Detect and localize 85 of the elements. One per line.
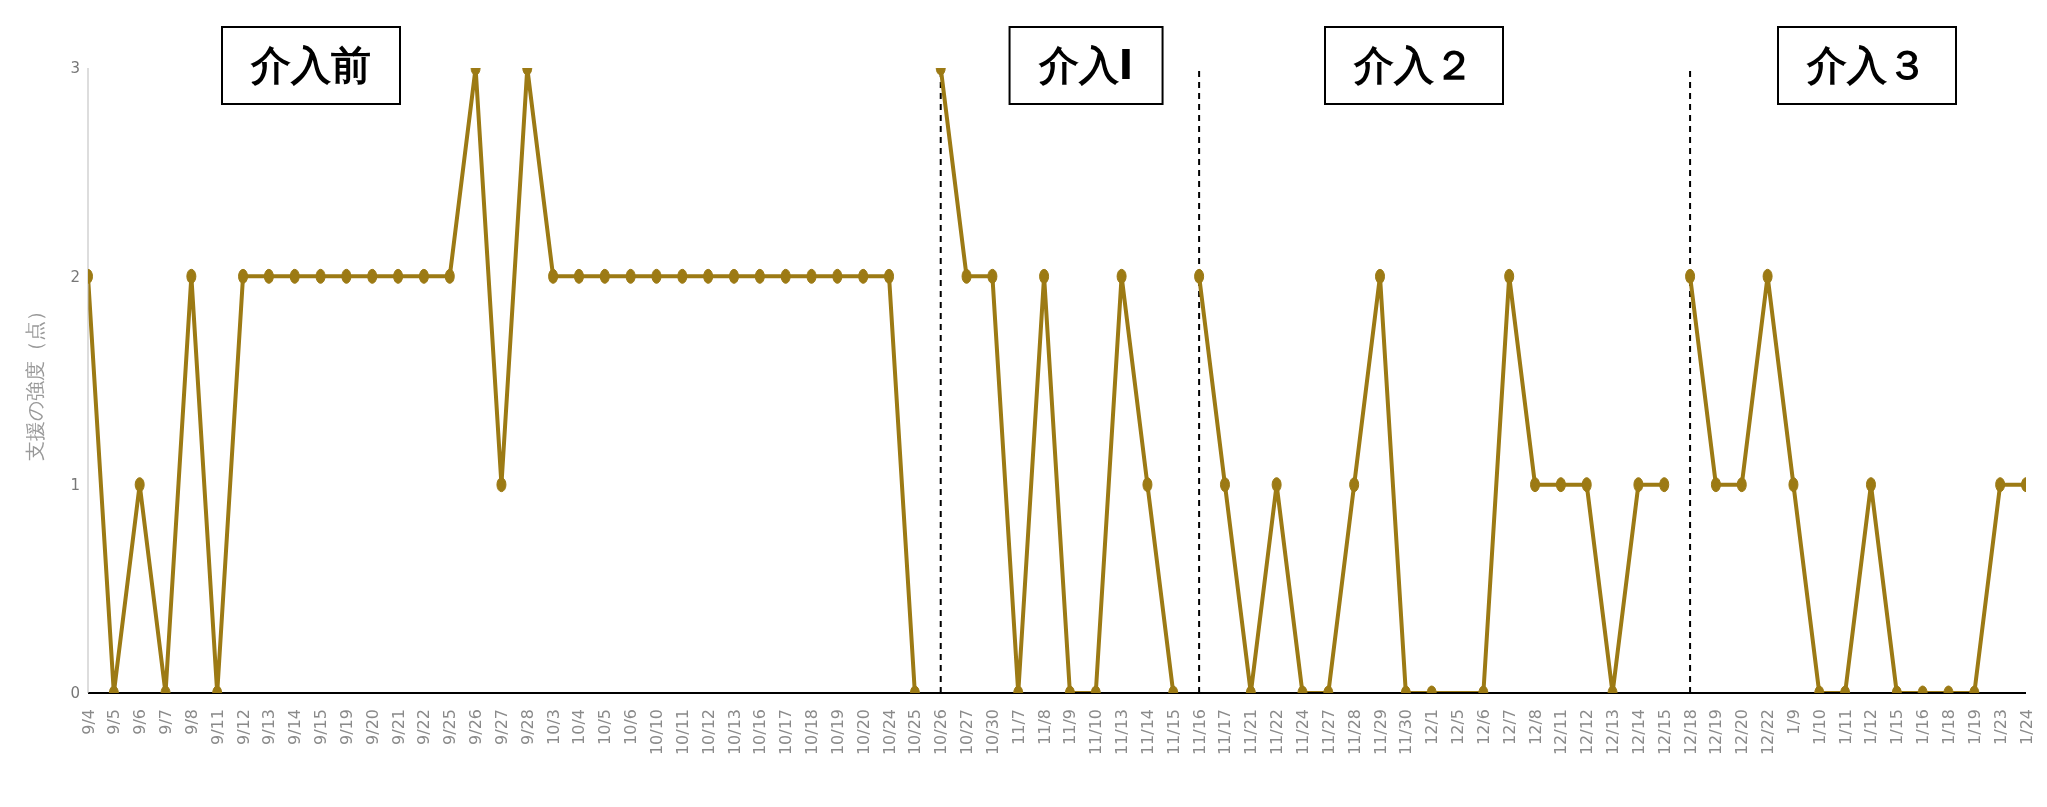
x-tick-label: 12/20 [1732,709,1752,756]
x-tick-label: 9/8 [181,709,201,735]
x-tick-label: 10/12 [698,709,718,756]
x-tick-label: 9/12 [233,709,253,745]
x-tick-label: 9/13 [259,709,279,745]
annotation: 介入２ [1323,26,1504,105]
x-tick-label: 9/26 [466,709,486,745]
x-tick-label: 12/5 [1448,709,1468,745]
x-tick-label: 1/10 [1809,709,1829,745]
x-tick-label: 11/24 [1292,709,1312,756]
x-tick-label: 10/4 [569,709,589,745]
x-tick-label: 10/18 [802,709,822,756]
x-tick-label: 12/12 [1577,709,1597,756]
x-tick-label: 9/15 [311,709,331,745]
annotation: 介入Ⅰ [1008,26,1164,105]
x-tick-label: 12/8 [1525,709,1545,745]
x-tick-label: 10/5 [595,709,615,745]
x-tick-label: 12/11 [1551,709,1571,756]
x-tick-label: 11/29 [1370,709,1390,756]
x-tick-label: 11/28 [1344,709,1364,756]
x-tick-label: 9/14 [285,709,305,745]
x-tick-label: 12/7 [1499,709,1519,745]
x-tick-label: 11/21 [1241,709,1261,756]
x-tick-label: 11/14 [1137,709,1157,756]
x-tick-label: 9/11 [207,709,227,745]
x-tick-label: 10/25 [905,709,925,756]
x-tick-label: 9/20 [362,709,382,745]
x-tick-label: 10/10 [646,709,666,756]
x-tick-label: 9/5 [104,709,124,735]
x-tick-label: 11/7 [1008,709,1028,745]
x-tick-label: 11/16 [1189,709,1209,756]
annotation: 介入前 [220,26,401,105]
y-tick-label: 0 [70,684,80,703]
y-tick-label: 3 [70,59,80,78]
x-tick-label: 12/19 [1706,709,1726,756]
x-tick-label: 11/8 [1034,709,1054,745]
x-tick-label: 9/4 [78,709,98,735]
x-tick-label: 10/24 [879,709,899,756]
x-tick-label: 10/20 [853,709,873,756]
x-tick-label: 1/11 [1835,709,1855,745]
x-tick-label: 11/30 [1396,709,1416,756]
x-tick-label: 1/19 [1964,709,1984,745]
x-tick-label: 10/26 [931,709,951,756]
x-tick-label: 12/14 [1628,709,1648,756]
x-tick-label: 11/22 [1267,709,1287,756]
y-tick-label: 2 [70,267,80,286]
x-tick-label: 10/6 [621,709,641,745]
x-tick-label: 1/16 [1913,709,1933,745]
x-tick-label: 9/25 [440,709,460,745]
x-tick-label: 11/9 [1060,709,1080,745]
y-tick-label: 1 [70,475,80,494]
x-tick-label: 10/19 [827,709,847,756]
x-tick-label: 11/15 [1163,709,1183,756]
x-tick-label: 12/1 [1422,709,1442,745]
x-tick-label: 10/16 [750,709,770,756]
x-tick-label: 12/13 [1603,709,1623,756]
y-axis-title: 支援の強度（点） [23,300,48,461]
x-tick-label: 10/30 [982,709,1002,756]
x-tick-label: 9/6 [130,709,150,735]
x-tick-label: 10/17 [776,709,796,756]
x-tick-label: 9/28 [517,709,537,745]
x-tick-label: 1/24 [2016,709,2036,745]
x-tick-label: 11/13 [1112,709,1132,756]
x-tick-label: 11/17 [1215,709,1235,756]
x-tick-label: 10/3 [543,709,563,745]
x-tick-label: 12/18 [1680,709,1700,756]
x-tick-label: 9/7 [156,709,176,735]
x-tick-label: 1/9 [1783,709,1803,735]
x-tick-label: 1/18 [1938,709,1958,745]
x-tick-label: 1/15 [1887,709,1907,745]
x-tick-label: 12/22 [1758,709,1778,756]
x-tick-label: 9/22 [414,709,434,745]
annotation: 介入３ [1777,26,1958,105]
x-tick-label: 11/10 [1086,709,1106,756]
x-tick-label: 12/15 [1654,709,1674,756]
x-tick-label: 9/21 [388,709,408,745]
x-tick-label: 1/12 [1861,709,1881,745]
x-tick-label: 9/27 [491,709,511,745]
x-tick-label: 9/19 [336,709,356,745]
x-tick-label: 1/23 [1990,709,2010,745]
x-tick-label: 12/6 [1473,709,1493,745]
x-tick-label: 11/27 [1318,709,1338,756]
x-tick-label: 10/13 [724,709,744,756]
x-tick-label: 10/11 [672,709,692,756]
x-tick-label: 10/27 [957,709,977,756]
